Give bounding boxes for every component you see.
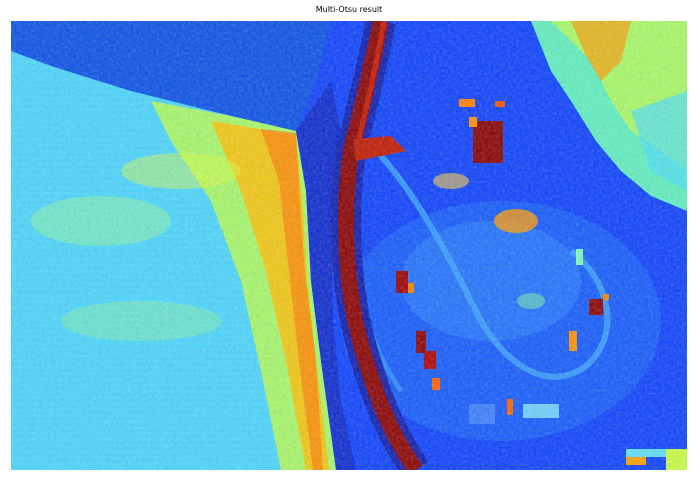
segmentation-image <box>11 21 687 470</box>
segmentation-heatmap <box>11 21 687 470</box>
figure-title: Multi-Otsu result <box>315 5 383 14</box>
